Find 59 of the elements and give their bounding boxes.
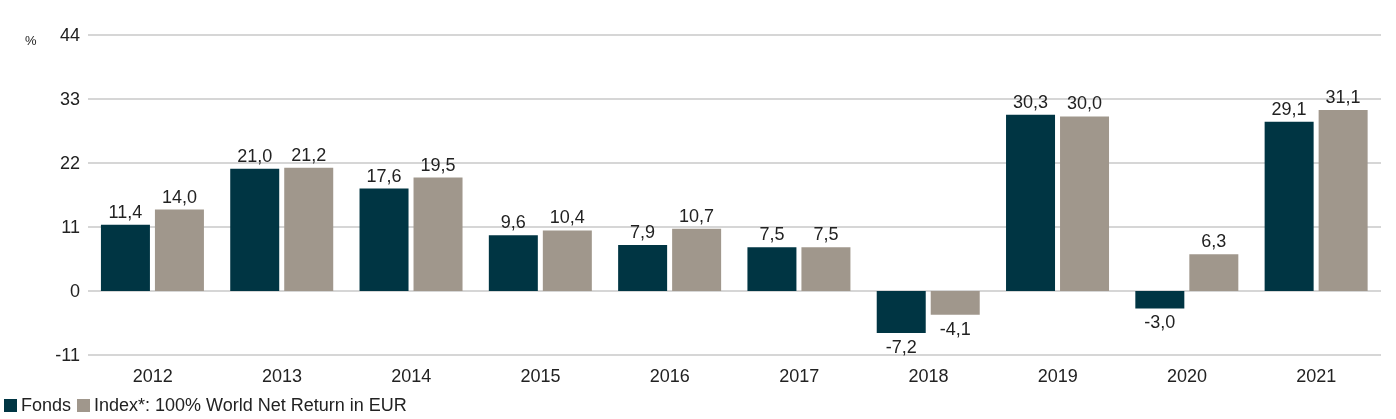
x-tick-label: 2015 bbox=[520, 365, 561, 386]
data-label: -7,2 bbox=[885, 336, 917, 357]
data-label: 9,6 bbox=[500, 212, 526, 233]
bar bbox=[930, 291, 980, 315]
data-label: 7,5 bbox=[813, 224, 839, 245]
bar bbox=[1318, 110, 1368, 291]
x-tick-label: 2017 bbox=[779, 365, 820, 386]
data-label: 10,4 bbox=[549, 207, 585, 228]
x-tick-label: 2013 bbox=[261, 365, 302, 386]
bar bbox=[230, 168, 280, 291]
data-label: 21,2 bbox=[291, 144, 327, 165]
bar bbox=[100, 224, 150, 291]
data-label: -4,1 bbox=[939, 318, 971, 339]
y-axis-title: % bbox=[25, 33, 37, 48]
bar bbox=[359, 188, 409, 291]
x-tick-label: 2012 bbox=[132, 365, 173, 386]
data-label: 11,4 bbox=[108, 201, 143, 222]
data-label: -3,0 bbox=[1144, 312, 1176, 333]
bar bbox=[876, 291, 926, 333]
y-tick-label: 22 bbox=[59, 153, 80, 174]
legend-label: Index*: 100% World Net Return in EUR bbox=[93, 395, 407, 416]
data-label: 30,0 bbox=[1067, 93, 1103, 114]
bar bbox=[1135, 291, 1185, 309]
y-tick-label: 0 bbox=[69, 281, 80, 302]
x-tick-label: 2020 bbox=[1167, 365, 1208, 386]
bar bbox=[747, 247, 797, 291]
data-label: 30,3 bbox=[1013, 91, 1049, 112]
x-tick-label: 2014 bbox=[391, 365, 432, 386]
bar bbox=[1060, 116, 1110, 291]
data-label: 17,6 bbox=[366, 165, 402, 186]
data-label: 14,0 bbox=[161, 186, 197, 207]
data-label: 7,9 bbox=[630, 222, 656, 243]
bar bbox=[672, 228, 722, 291]
y-tick-label: 44 bbox=[59, 25, 80, 46]
bar bbox=[413, 177, 463, 291]
bar bbox=[1006, 114, 1056, 291]
bar bbox=[1264, 121, 1314, 291]
bar bbox=[488, 235, 538, 291]
bar bbox=[154, 209, 204, 291]
legend-label: Fonds bbox=[20, 395, 72, 416]
bar bbox=[801, 247, 851, 291]
data-label: 29,1 bbox=[1271, 98, 1307, 119]
data-label: 6,3 bbox=[1201, 231, 1227, 252]
bar bbox=[542, 230, 592, 291]
x-tick-label: 2016 bbox=[649, 365, 690, 386]
y-tick-label: 33 bbox=[59, 89, 80, 110]
y-tick-label: -11 bbox=[55, 345, 80, 366]
bar bbox=[618, 245, 668, 291]
x-tick-label: 2021 bbox=[1296, 365, 1337, 386]
data-label: 31,1 bbox=[1325, 87, 1361, 108]
x-tick-label: 2019 bbox=[1037, 365, 1078, 386]
data-label: 7,5 bbox=[759, 224, 785, 245]
data-label: 21,0 bbox=[237, 145, 273, 166]
y-tick-label: 11 bbox=[61, 217, 80, 238]
data-label: 19,5 bbox=[420, 154, 456, 175]
x-tick-label: 2018 bbox=[908, 365, 949, 386]
bar bbox=[1189, 254, 1239, 291]
bar bbox=[284, 167, 334, 291]
data-label: 10,7 bbox=[679, 205, 715, 226]
